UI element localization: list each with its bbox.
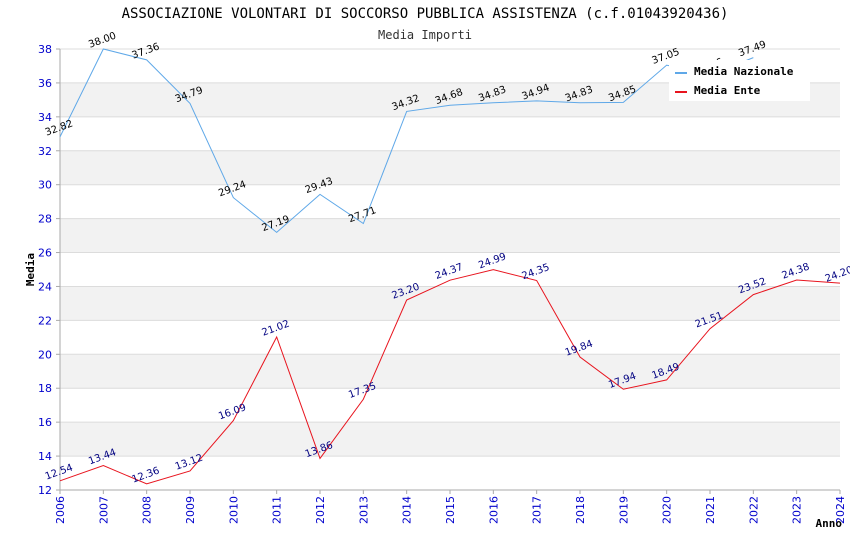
- x-tick-label: 2016: [487, 496, 500, 524]
- x-axis-label: Anno: [816, 517, 843, 530]
- legend-box: [669, 60, 810, 101]
- y-tick-label: 26: [38, 247, 52, 260]
- data-label: 12.54: [44, 462, 75, 482]
- y-tick-label: 32: [38, 145, 52, 158]
- y-axis-ticks: 12 14 16 18 20 22 24 26 28 30 32 34 36 38: [38, 43, 60, 497]
- legend-label: Media Nazionale: [694, 65, 794, 78]
- data-label: 24.38: [780, 262, 811, 282]
- x-tick-label: 2009: [184, 496, 197, 524]
- x-tick-label: 2012: [314, 496, 327, 524]
- grid-band: [60, 286, 840, 321]
- data-label: 24.20: [824, 265, 850, 285]
- data-label: 21.02: [260, 319, 291, 339]
- data-label: 24.37: [434, 262, 465, 282]
- x-tick-label: 2022: [747, 496, 760, 524]
- y-tick-label: 36: [38, 77, 52, 90]
- y-tick-label: 18: [38, 382, 52, 395]
- series-group: [59, 48, 841, 485]
- y-tick-label: 20: [38, 348, 52, 361]
- x-tick-label: 2010: [227, 496, 240, 524]
- grid-band: [60, 422, 840, 457]
- data-label: 37.36: [130, 41, 161, 61]
- x-tick-label: 2015: [444, 496, 457, 524]
- data-label: 12.36: [130, 465, 161, 485]
- grid-band: [60, 150, 840, 185]
- x-tick-label: 2007: [97, 496, 110, 524]
- data-label: 24.99: [477, 251, 508, 271]
- x-tick-label: 2011: [271, 496, 284, 524]
- x-tick-label: 2013: [357, 496, 370, 524]
- grid-band: [60, 218, 840, 253]
- x-tick-label: 2019: [617, 496, 630, 524]
- x-tick-label: 2020: [661, 496, 674, 524]
- y-tick-label: 22: [38, 314, 52, 327]
- y-tick-label: 16: [38, 416, 52, 429]
- chart-title: ASSOCIAZIONE VOLONTARI DI SOCCORSO PUBBL…: [122, 6, 729, 22]
- x-tick-label: 2014: [401, 496, 414, 524]
- y-tick-label: 30: [38, 179, 52, 192]
- x-tick-label: 2021: [704, 496, 717, 524]
- y-tick-label: 34: [38, 111, 52, 124]
- series-line-media-nazionale: [59, 48, 754, 234]
- x-tick-label: 2018: [574, 496, 587, 524]
- x-tick-label: 2023: [791, 496, 804, 524]
- chart-subtitle: Media Importi: [378, 28, 472, 42]
- data-label: 16.09: [217, 402, 248, 422]
- x-axis-ticks: 2006 2007 2008 2009 2010 2011 2012 2013 2014 2015…: [54, 490, 847, 524]
- y-axis-label: Media: [24, 253, 37, 286]
- data-label: 37.49: [737, 39, 768, 59]
- y-tick-label: 24: [38, 280, 52, 293]
- grid-band: [60, 354, 840, 389]
- y-tick-label: 12: [38, 484, 52, 497]
- x-tick-label: 2024: [834, 496, 847, 524]
- y-tick-label: 38: [38, 43, 52, 56]
- x-tick-label: 2017: [531, 496, 544, 524]
- x-tick-label: 2006: [54, 496, 67, 524]
- data-label: 38.00: [87, 31, 118, 51]
- y-tick-label: 28: [38, 213, 52, 226]
- x-tick-label: 2008: [141, 496, 154, 524]
- y-tick-label: 14: [38, 450, 52, 463]
- data-label: 24.35: [520, 262, 551, 282]
- legend-label: Media Ente: [694, 84, 761, 97]
- series-line-media-ente: [59, 269, 841, 485]
- legend: Media Nazionale Media Ente: [669, 60, 810, 101]
